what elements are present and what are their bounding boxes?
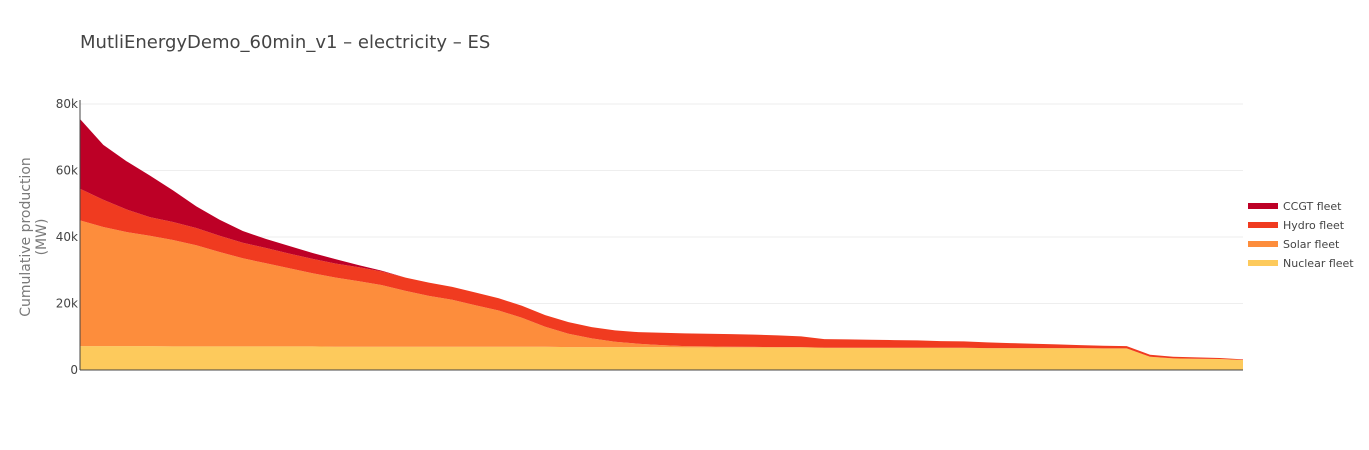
legend-swatch <box>1248 222 1278 228</box>
y-axis-label: Cumulative production (MW) <box>18 157 50 317</box>
legend-label: CCGT fleet <box>1283 200 1342 213</box>
legend-label: Nuclear fleet <box>1283 257 1354 270</box>
y-tick-label: 20k <box>56 297 78 311</box>
legend-label: Solar fleet <box>1283 238 1340 251</box>
y-axis-label-line: (MW) <box>34 219 50 256</box>
legend-swatch <box>1248 241 1278 247</box>
y-axis-label-line: Cumulative production <box>18 157 34 317</box>
legend-swatch <box>1248 260 1278 266</box>
y-tick-label: 0 <box>70 363 78 377</box>
y-tick-label: 80k <box>56 97 78 111</box>
legend-swatch <box>1248 203 1278 209</box>
y-tick-label: 60k <box>56 164 78 178</box>
area-nuclear-fleet <box>80 346 1243 370</box>
area-solar-fleet <box>80 220 1243 360</box>
legend-label: Hydro fleet <box>1283 219 1345 232</box>
y-tick-label: 40k <box>56 230 78 244</box>
chart-title: MutliEnergyDemo_60min_v1 – electricity –… <box>80 32 491 53</box>
